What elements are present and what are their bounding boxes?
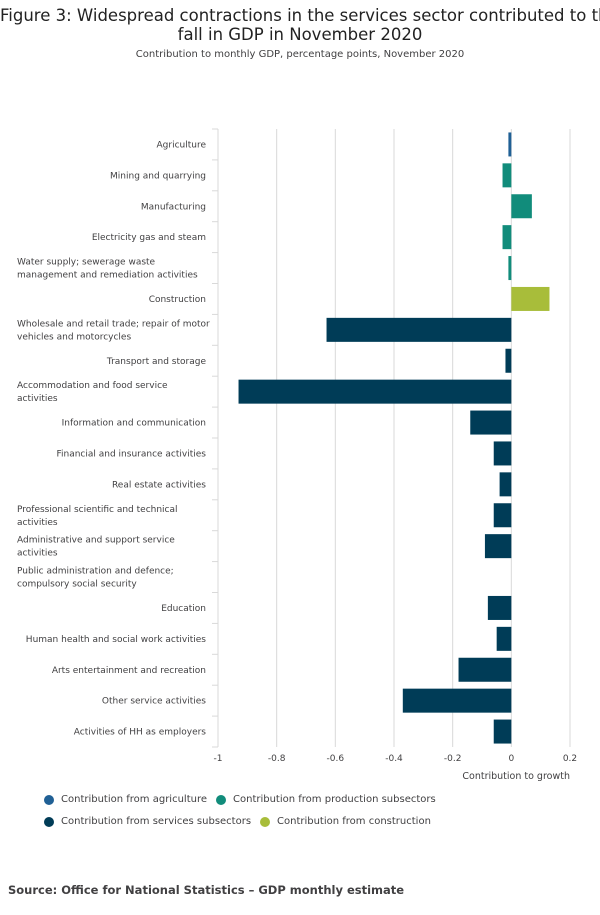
category-label: vehicles and motorcycles <box>17 332 131 342</box>
category-label: Water supply; sewerage waste <box>17 258 156 268</box>
category-label: Agriculture <box>157 140 207 150</box>
category-label: Human health and social work activities <box>26 635 207 645</box>
bar-services <box>238 379 512 404</box>
legend-item-production: Contribution from production subsectors <box>216 794 436 805</box>
category-label: Education <box>161 604 206 614</box>
bar-services <box>505 348 512 373</box>
bar-construction <box>511 286 550 311</box>
bar-services <box>458 657 512 682</box>
bar-services <box>493 441 512 466</box>
bar-production <box>508 256 512 281</box>
category-label: activities <box>17 518 58 528</box>
bar-chart: -1 -0.8 -0.6 -0.4 -0.2 0 0.2 Contribution to gr… <box>17 128 577 782</box>
legend-label-construction: Contribution from construction <box>277 816 431 827</box>
category-label: Manufacturing <box>141 202 206 212</box>
category-label: Electricity gas and steam <box>92 233 206 243</box>
chart-subtitle: Contribution to monthly GDP, percentage … <box>135 49 465 60</box>
bar-production <box>511 194 532 219</box>
x-tick-label: -0.6 <box>327 754 345 764</box>
category-label: Public administration and defence; <box>17 567 174 577</box>
bar-agriculture <box>508 132 512 157</box>
bar-services <box>499 472 512 497</box>
bar-services <box>402 688 512 713</box>
category-label: activities <box>17 549 58 559</box>
x-tick-label: 0.2 <box>563 754 577 764</box>
category-label: activities <box>17 394 58 404</box>
bar-services <box>487 595 512 620</box>
bar-production <box>502 225 512 250</box>
category-label: Real estate activities <box>112 480 206 490</box>
legend-item-services: Contribution from services subsectors <box>44 816 251 827</box>
x-tick-label: 0 <box>508 754 514 764</box>
chart-title: Figure 3: Widespread contractions in the… <box>0 6 600 44</box>
category-label: Other service activities <box>102 697 206 707</box>
category-label: Information and communication <box>62 419 206 429</box>
category-label: Professional scientific and technical <box>17 505 178 515</box>
x-tick-label: -0.4 <box>385 754 403 764</box>
legend-swatch-agriculture <box>44 794 54 805</box>
bar-services <box>326 317 512 342</box>
bar-production <box>502 163 512 188</box>
category-label: Accommodation and food service <box>17 381 168 391</box>
bar-services <box>484 534 512 559</box>
category-label: management and remediation activities <box>17 271 198 281</box>
legend-label-agriculture: Contribution from agriculture <box>61 794 208 805</box>
legend-swatch-construction <box>260 816 270 827</box>
category-label: Administrative and support service <box>17 536 175 546</box>
source-note: Source: Office for National Statistics –… <box>8 883 405 897</box>
x-tick-label: -1 <box>214 754 223 764</box>
legend-label-services: Contribution from services subsectors <box>61 816 252 827</box>
category-label: Construction <box>149 295 206 305</box>
bar-services <box>493 503 512 528</box>
category-label: compulsory social security <box>17 580 137 590</box>
bar-services <box>496 626 512 651</box>
category-label: Transport and storage <box>106 357 207 367</box>
chart-title-line-1: Figure 3: Widespread contractions in the… <box>0 6 600 25</box>
legend-swatch-services <box>44 816 54 827</box>
category-label: Financial and insurance activities <box>56 449 206 459</box>
chart-title-line-2: fall in GDP in November 2020 <box>177 25 423 44</box>
legend-item-agriculture: Contribution from agriculture <box>44 794 207 805</box>
category-label: Mining and quarrying <box>110 171 206 181</box>
x-axis-label: Contribution to growth <box>462 771 570 782</box>
legend-item-construction: Contribution from construction <box>260 816 431 827</box>
bar-services <box>470 410 512 435</box>
category-label: Activities of HH as employers <box>74 728 207 738</box>
category-label: Arts entertainment and recreation <box>52 666 206 676</box>
category-label: Wholesale and retail trade; repair of mo… <box>17 319 210 329</box>
legend-label-production: Contribution from production subsectors <box>233 794 436 805</box>
x-tick-label: -0.2 <box>444 754 462 764</box>
bar-services <box>493 719 512 744</box>
legend-swatch-production <box>216 794 226 805</box>
x-tick-label: -0.8 <box>268 754 286 764</box>
